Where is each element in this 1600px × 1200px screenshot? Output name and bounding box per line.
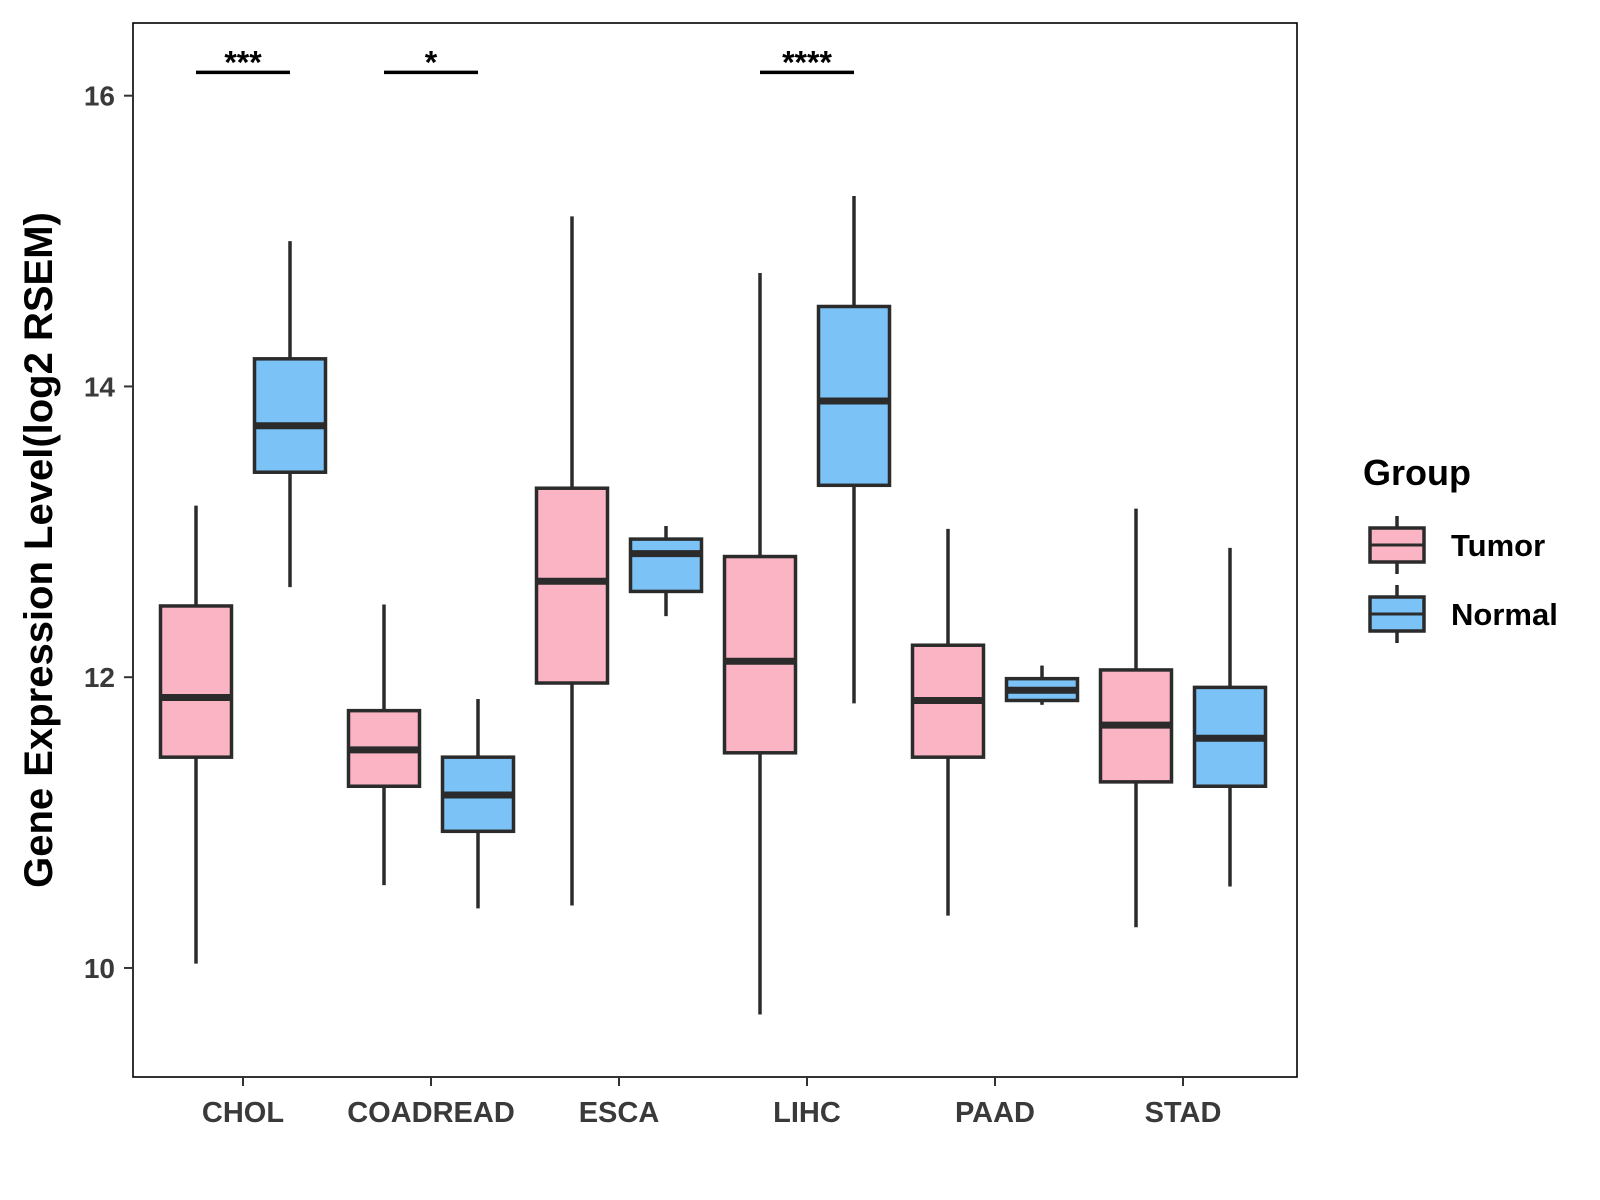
box-normal-lihc [816, 196, 892, 704]
x-tick-label: ESCA [579, 1097, 660, 1129]
boxes [158, 196, 1268, 1015]
box-tumor-coadread [346, 604, 422, 886]
y-tick-label: 10 [84, 953, 115, 984]
significance-label: * [425, 44, 438, 80]
plot-panel [132, 22, 1298, 1078]
iqr-box [628, 537, 704, 594]
box-normal-esca [628, 526, 704, 617]
x-tick-label: CHOL [202, 1097, 284, 1129]
x-axis: CHOL COADREAD ESCA LIHC PAAD STAD [202, 1077, 1221, 1129]
x-tick-label: COADREAD [347, 1097, 515, 1129]
legend-title: Group [1363, 452, 1471, 493]
significance-label: *** [224, 44, 262, 80]
y-tick-label: 12 [84, 662, 115, 693]
y-axis: 10 12 14 16 [84, 81, 133, 984]
legend-label: Normal [1451, 597, 1558, 632]
box-tumor-lihc [722, 273, 798, 1015]
box-tumor-paad [910, 528, 986, 916]
y-tick-label: 14 [84, 371, 116, 402]
legend-label: Tumor [1451, 528, 1545, 563]
box-tumor-esca [534, 216, 610, 906]
y-axis-title: Gene Expression Level(log2 RSEM) [17, 212, 61, 888]
iqr-box [534, 486, 610, 685]
legend: Group Tumor Normal [1363, 452, 1558, 643]
box-normal-paad [1004, 665, 1080, 705]
iqr-box [722, 554, 798, 755]
iqr-box [816, 304, 892, 488]
iqr-box [252, 357, 328, 474]
box-tumor-chol [158, 505, 234, 964]
box-normal-chol [252, 241, 328, 588]
x-tick-label: STAD [1145, 1097, 1222, 1129]
box-normal-coadread [440, 699, 516, 909]
significance-annotations: *** * **** [196, 44, 854, 80]
box-normal-stad [1192, 547, 1268, 887]
x-tick-label: LIHC [773, 1097, 841, 1129]
iqr-box [158, 604, 234, 759]
y-tick-label: 16 [84, 81, 115, 112]
significance-label: **** [782, 44, 832, 80]
legend-entry-tumor: Tumor [1368, 516, 1545, 574]
box-tumor-stad [1098, 508, 1174, 928]
x-tick-label: PAAD [955, 1097, 1035, 1129]
legend-entry-normal: Normal [1368, 585, 1558, 643]
